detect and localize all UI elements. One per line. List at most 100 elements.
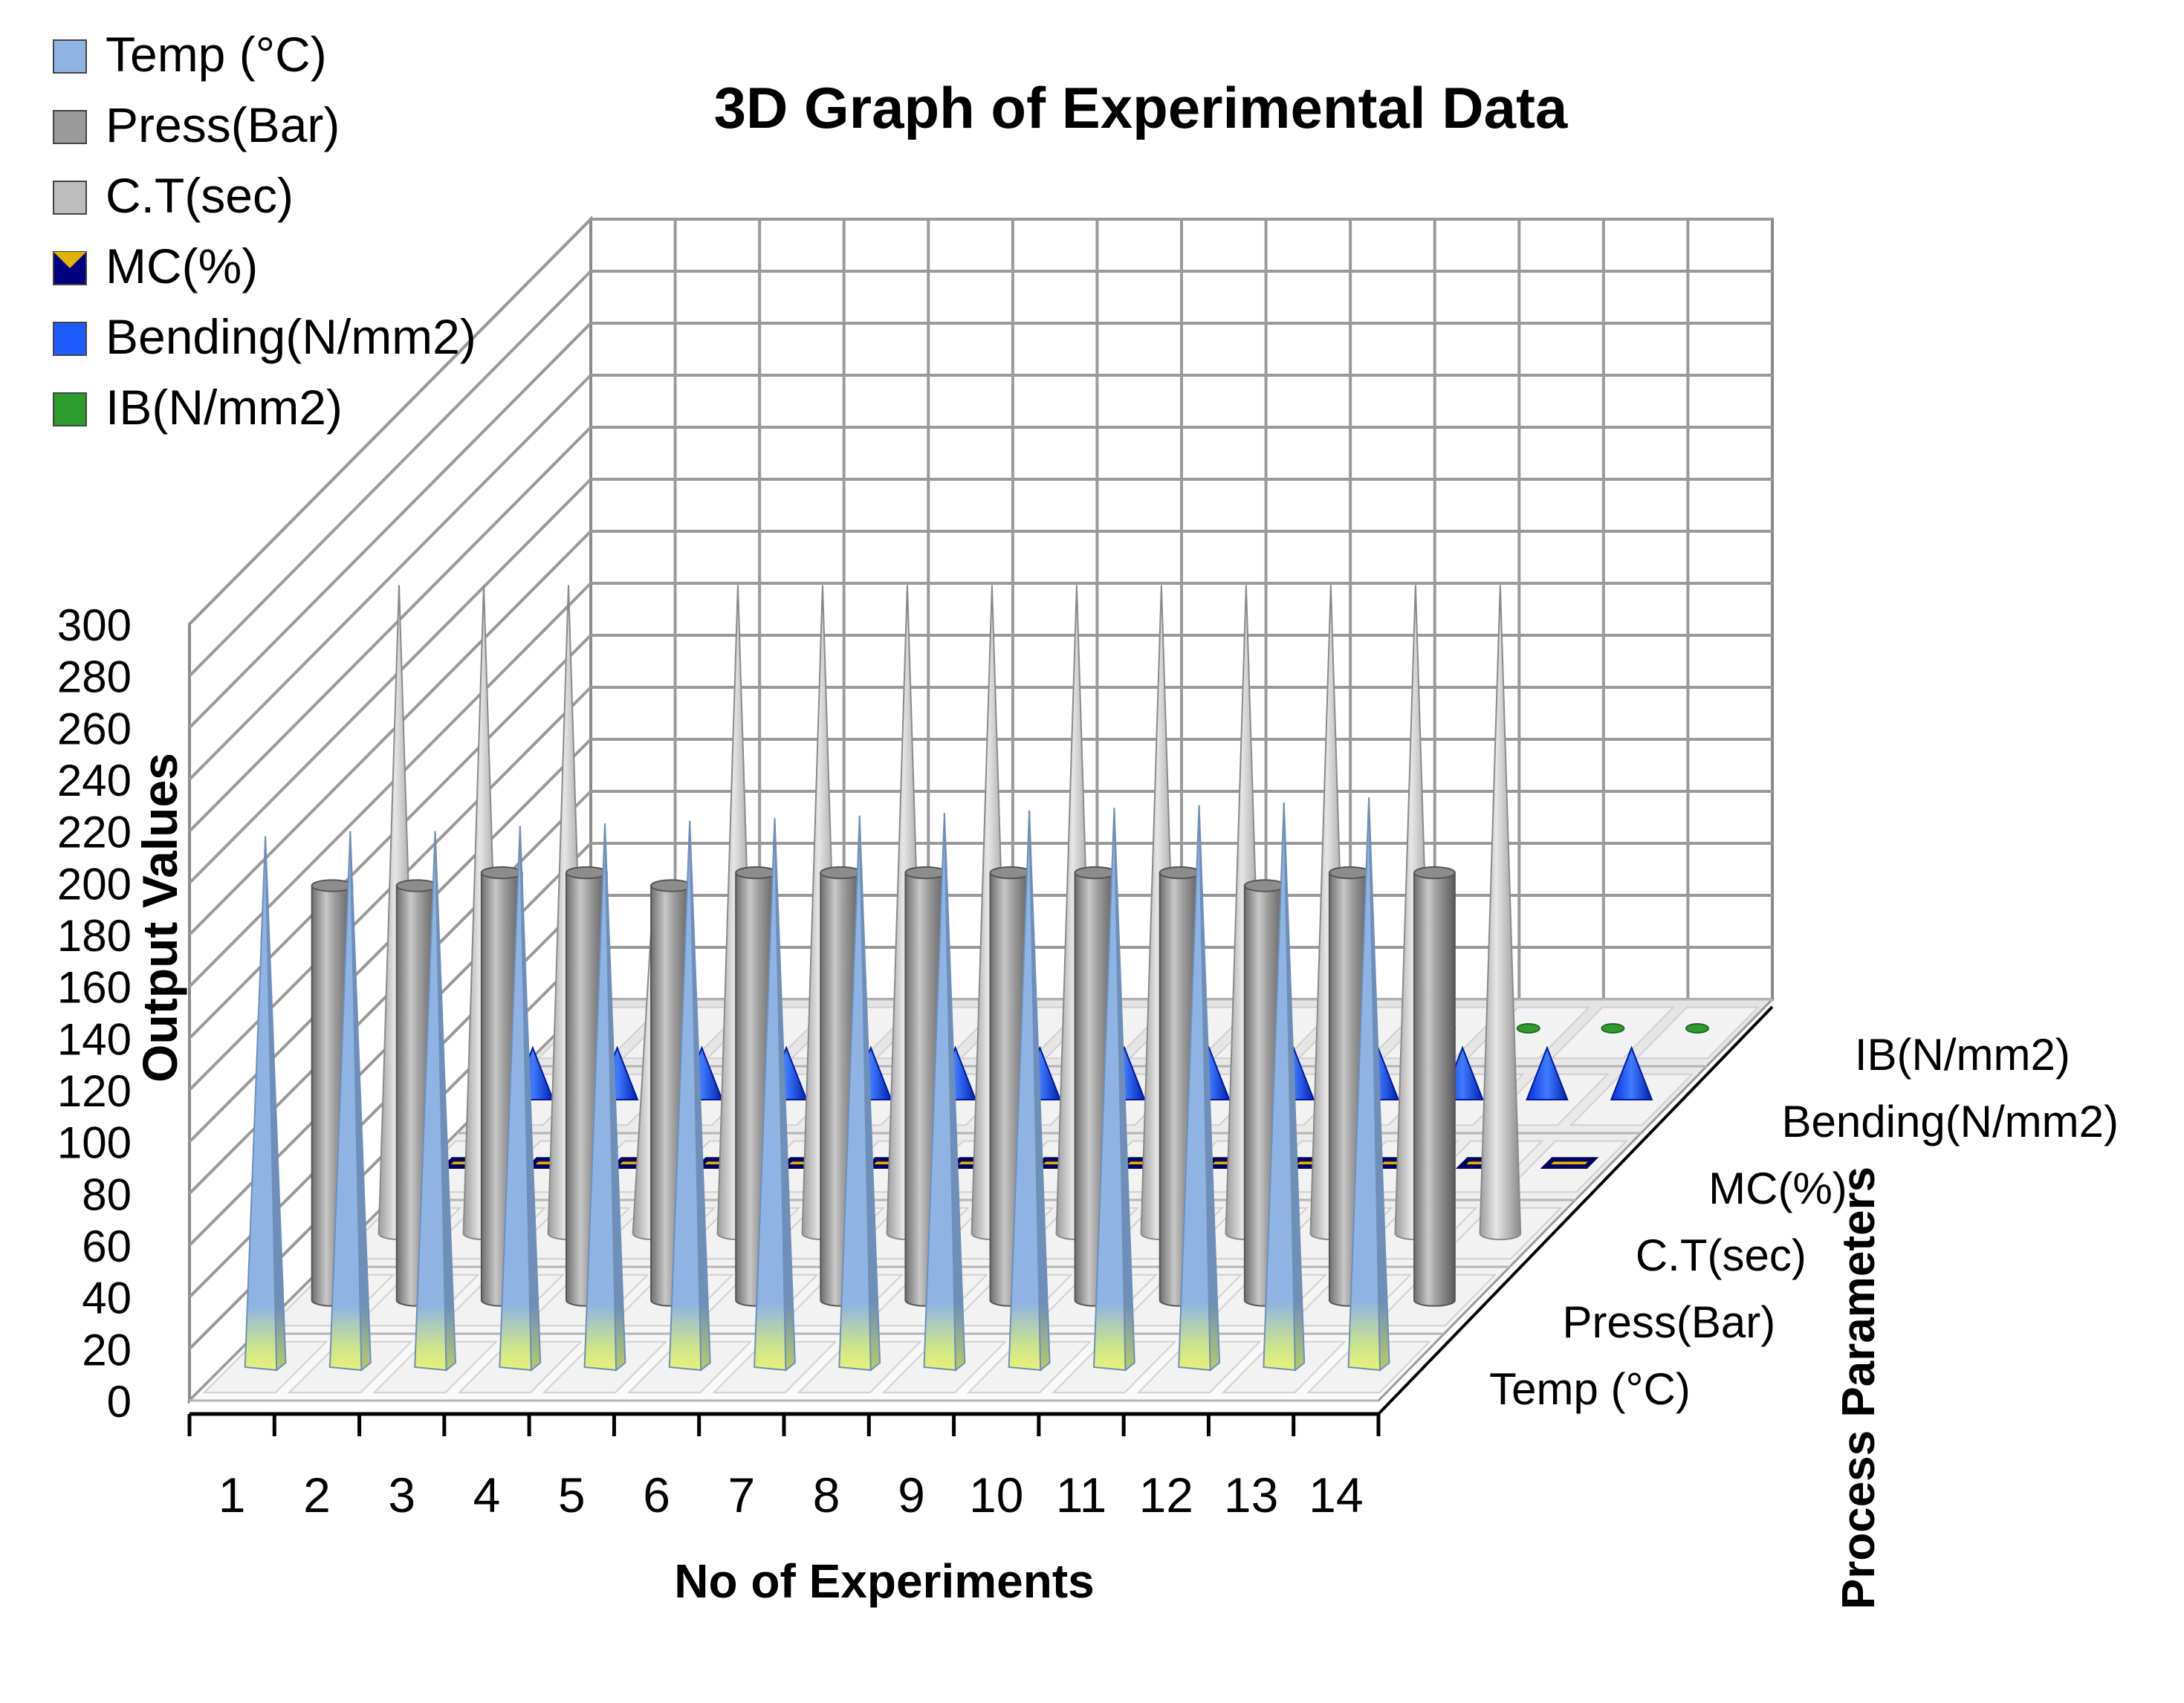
legend-item: C.T(sec)	[53, 168, 294, 223]
legend-swatch	[53, 392, 87, 426]
side-wall-gridline	[188, 426, 592, 833]
series-5-mark-12	[1516, 1023, 1540, 1034]
x-tick-label: 3	[388, 1467, 415, 1522]
x-tick-label: 5	[558, 1467, 586, 1522]
legend-item: IB(N/mm2)	[53, 380, 343, 435]
marks-layer	[244, 585, 1710, 1372]
legend-swatch	[53, 110, 87, 144]
series-1-mark-2-cap	[395, 879, 438, 892]
legend-swatch	[53, 181, 87, 215]
series-1-mark-6-cap	[735, 866, 777, 880]
x-tick-label: 12	[1139, 1467, 1193, 1522]
series-0-mark-10-side	[1028, 810, 1051, 1372]
series-5-mark-13	[1601, 1023, 1625, 1034]
legend-label: IB(N/mm2)	[106, 380, 343, 435]
series-1-mark-7-cap	[820, 866, 863, 880]
series-1-mark-12-cap	[1243, 879, 1286, 892]
y-tick-label: 100	[57, 1118, 132, 1168]
series-1-mark-14-cap	[1413, 866, 1456, 880]
series-0-mark-8-side	[858, 815, 881, 1372]
series-0-mark-3-side	[434, 831, 457, 1372]
z-tick-label: C.T(sec)	[1636, 1230, 1807, 1280]
y-tick-label: 140	[57, 1014, 132, 1064]
series-1-mark-1-cap	[311, 879, 354, 892]
side-wall-gridline	[188, 374, 592, 781]
y-axis-title: Output Values	[132, 753, 187, 1083]
x-tick-label: 9	[898, 1467, 925, 1522]
axes-layer: 0204060801001201401601802002202402602803…	[57, 600, 2119, 1522]
y-tick-label: 300	[57, 600, 132, 650]
y-tick-label: 180	[57, 911, 132, 961]
legend: Temp (°C) Press(Bar) C.T(sec) MC(%) Bending(…	[53, 27, 476, 435]
series-4-mark-14	[1610, 1045, 1653, 1100]
y-tick-label: 280	[57, 652, 132, 702]
y-tick-label: 120	[57, 1066, 132, 1116]
z-axis-title: Process Parameters	[1833, 1167, 1885, 1609]
y-tick-label: 80	[82, 1170, 132, 1219]
y-tick-label: 60	[82, 1222, 132, 1271]
side-wall-gridline	[188, 322, 592, 729]
series-0-mark-11-side	[1113, 808, 1135, 1372]
series-0-mark-13-side	[1283, 802, 1306, 1372]
z-tick-label: IB(N/mm2)	[1855, 1030, 2070, 1080]
legend-swatch	[53, 322, 87, 356]
y-tick-label: 160	[57, 963, 132, 1013]
x-tick-label: 11	[1056, 1467, 1107, 1522]
series-0-mark-5-side	[604, 823, 626, 1372]
series-1-mark-11-cap	[1159, 866, 1202, 880]
z-tick-label: Temp (°C)	[1489, 1364, 1691, 1414]
side-wall-gridline	[188, 270, 592, 678]
x-tick-label: 13	[1224, 1467, 1278, 1522]
x-tick-label: 2	[303, 1467, 331, 1522]
series-1-mark-14	[1413, 872, 1456, 1307]
series-0-mark-6-side	[689, 820, 711, 1372]
x-tick-label: 1	[218, 1467, 246, 1522]
z-axis-line	[1377, 1005, 1774, 1415]
series-0-mark-7-side	[774, 818, 796, 1372]
x-tick-label: 10	[969, 1467, 1023, 1522]
series-0-mark-4-side	[519, 825, 542, 1372]
series-3-mark-14	[1540, 1157, 1599, 1169]
x-tick-label: 14	[1309, 1467, 1363, 1522]
y-tick-label: 40	[82, 1274, 132, 1323]
series-1-mark-10-cap	[1074, 866, 1117, 880]
series-0-mark-1-side	[265, 836, 287, 1372]
x-axis-title: No of Experiments	[674, 1554, 1094, 1608]
legend-item: Bending(N/mm2)	[53, 309, 476, 364]
side-wall-gridline	[188, 218, 592, 626]
x-tick-label: 7	[728, 1467, 755, 1522]
series-0-mark-14-side	[1368, 797, 1390, 1372]
legend-item: MC(%)	[53, 239, 258, 293]
y-tick-label: 240	[57, 756, 132, 805]
legend-swatch-accent	[54, 252, 86, 268]
side-wall-gridline	[188, 634, 592, 1039]
series-1-mark-8-cap	[904, 866, 947, 880]
series-4-mark-13	[1526, 1045, 1569, 1100]
side-wall-gridline	[188, 530, 592, 936]
series-1-mark-13-cap	[1328, 866, 1371, 880]
series-0-mark-2-side	[349, 831, 372, 1372]
legend-label: MC(%)	[106, 239, 258, 293]
legend-label: Press(Bar)	[106, 97, 340, 152]
z-tick-label: Press(Bar)	[1563, 1297, 1776, 1347]
y-tick-label: 260	[57, 704, 132, 753]
z-tick-label: Bending(N/mm2)	[1782, 1097, 2119, 1146]
x-tick-label: 6	[643, 1467, 670, 1522]
legend-item: Temp (°C)	[53, 27, 327, 82]
x-tick-label: 8	[813, 1467, 840, 1522]
chart-title: 3D Graph of Experimental Data	[714, 75, 1568, 140]
legend-item: Press(Bar)	[53, 97, 340, 152]
y-tick-label: 0	[107, 1377, 132, 1427]
series-2-mark-14	[1479, 585, 1522, 1241]
y-tick-label: 220	[57, 808, 132, 857]
y-tick-label: 200	[57, 859, 132, 909]
series-0-mark-9-side	[943, 813, 966, 1372]
series-0-mark-12-side	[1198, 805, 1221, 1372]
legend-label: C.T(sec)	[106, 168, 294, 223]
series-1-mark-4-cap	[565, 866, 608, 880]
x-tick-label: 4	[473, 1467, 501, 1522]
side-wall-gridline	[188, 582, 592, 988]
side-wall-gridline	[188, 478, 592, 884]
